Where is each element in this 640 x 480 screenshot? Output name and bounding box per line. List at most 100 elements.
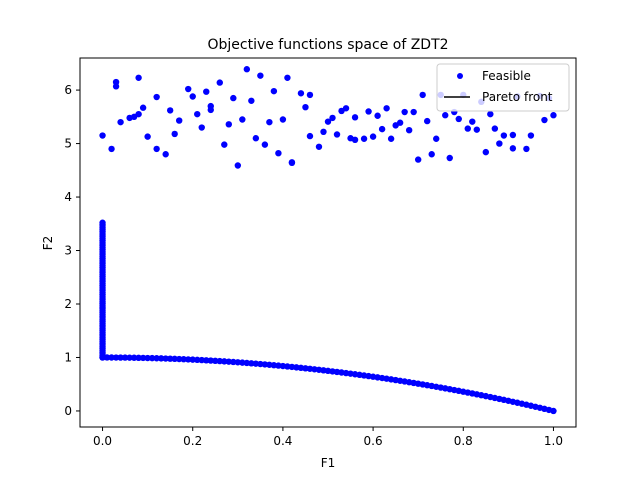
feasible-point xyxy=(239,116,246,123)
feasible-point xyxy=(166,107,174,114)
y-tick-label: 6 xyxy=(64,83,72,97)
feasible-point xyxy=(365,108,372,115)
y-tick-label: 0 xyxy=(64,404,72,418)
feasible-point xyxy=(162,355,169,362)
feasible-point xyxy=(117,118,124,126)
plot-frame xyxy=(79,57,577,428)
x-tick-label: 0.2 xyxy=(183,434,202,448)
feasible-point xyxy=(288,159,296,166)
feasible-point xyxy=(369,133,377,140)
legend-label-pareto-front: Pareto front xyxy=(482,90,553,104)
feasible-point xyxy=(99,219,106,226)
feasible-point xyxy=(139,104,147,111)
feasible-point xyxy=(221,141,228,148)
feasible-point xyxy=(324,118,332,125)
feasible-point xyxy=(464,125,471,132)
feasible-point xyxy=(135,110,142,118)
feasible-point xyxy=(550,407,557,415)
feasible-point xyxy=(117,354,124,361)
y-tick-label: 5 xyxy=(64,137,72,151)
feasible-point xyxy=(153,355,160,362)
feasible-point xyxy=(216,79,223,86)
feasible-point xyxy=(284,74,291,81)
feasible-point xyxy=(527,132,535,139)
x-axis: 0.0 0.2 0.4 0.6 0.8 1.0 xyxy=(93,427,563,448)
y-tick-label: 3 xyxy=(64,244,72,258)
chart-title: Objective functions space of ZDT2 xyxy=(207,37,448,53)
feasible-point xyxy=(482,148,490,156)
feasible-point xyxy=(248,97,255,104)
feasible-point xyxy=(157,355,165,362)
feasible-point xyxy=(99,354,106,361)
feasible-point xyxy=(414,156,422,163)
feasible-point xyxy=(442,112,449,119)
feasible-point xyxy=(360,135,368,142)
feasible-point xyxy=(234,162,242,169)
y-axis: 0 1 2 3 4 5 6 xyxy=(64,83,80,418)
feasible-point xyxy=(189,356,196,363)
feasible-point xyxy=(99,132,106,139)
feasible-point xyxy=(523,145,530,153)
feasible-point xyxy=(306,132,314,140)
feasible-point xyxy=(194,110,201,118)
feasible-point xyxy=(108,145,115,153)
feasible-point xyxy=(428,151,435,158)
feasible-point xyxy=(135,354,142,362)
plot-area xyxy=(99,66,557,415)
feasible-point xyxy=(203,357,210,364)
x-tick-label: 0.4 xyxy=(273,434,292,448)
feasible-point xyxy=(112,83,120,90)
x-tick-label: 0.6 xyxy=(364,434,383,448)
feasible-point xyxy=(126,354,133,361)
feasible-point xyxy=(424,117,431,125)
feasible-point xyxy=(207,102,214,110)
legend-label-feasible: Feasible xyxy=(482,69,531,83)
feasible-point xyxy=(509,131,517,139)
feasible-point xyxy=(144,133,151,140)
legend-box xyxy=(436,63,570,112)
feasible-point xyxy=(243,66,251,73)
feasible-point xyxy=(176,117,183,124)
feasible-point xyxy=(500,132,508,139)
feasible-point xyxy=(171,355,178,363)
feasible-point xyxy=(225,121,232,128)
feasible-point xyxy=(351,114,359,121)
feasible-point xyxy=(383,105,390,112)
feasible-point xyxy=(541,116,548,124)
feasible-point xyxy=(433,135,440,142)
feasible-point xyxy=(207,357,214,364)
feasible-point xyxy=(473,126,480,133)
x-tick-label: 0.0 xyxy=(93,434,112,448)
feasible-point xyxy=(176,355,183,363)
feasible-point xyxy=(148,354,156,362)
feasible-point xyxy=(121,354,129,361)
feasible-point xyxy=(491,125,499,132)
feasible-point xyxy=(333,131,341,138)
legend: Feasible Pareto front xyxy=(436,63,570,112)
x-axis-label: F1 xyxy=(321,456,336,470)
feasible-point xyxy=(135,74,142,81)
feasible-point xyxy=(166,355,174,362)
feasible-point xyxy=(230,94,237,102)
feasible-point xyxy=(153,93,160,101)
feasible-point xyxy=(162,151,169,158)
feasible-point xyxy=(306,91,314,99)
feasible-point xyxy=(203,88,210,95)
feasible-point xyxy=(378,125,386,133)
feasible-point xyxy=(374,112,381,119)
feasible-point xyxy=(509,145,517,152)
feasible-point xyxy=(171,130,178,138)
feasible-point xyxy=(315,143,323,150)
feasible-point xyxy=(266,118,273,126)
y-axis-label: F2 xyxy=(41,236,55,251)
feasible-point xyxy=(189,93,196,100)
y-tick-label: 1 xyxy=(64,350,72,364)
feasible-point xyxy=(198,356,205,364)
feasible-point xyxy=(351,136,359,144)
feasible-point xyxy=(342,105,350,112)
feasible-point xyxy=(130,354,138,361)
feasible-point xyxy=(396,119,404,126)
feasible-point xyxy=(410,108,417,116)
feasible-point xyxy=(419,91,426,99)
feasible-point xyxy=(275,149,282,157)
